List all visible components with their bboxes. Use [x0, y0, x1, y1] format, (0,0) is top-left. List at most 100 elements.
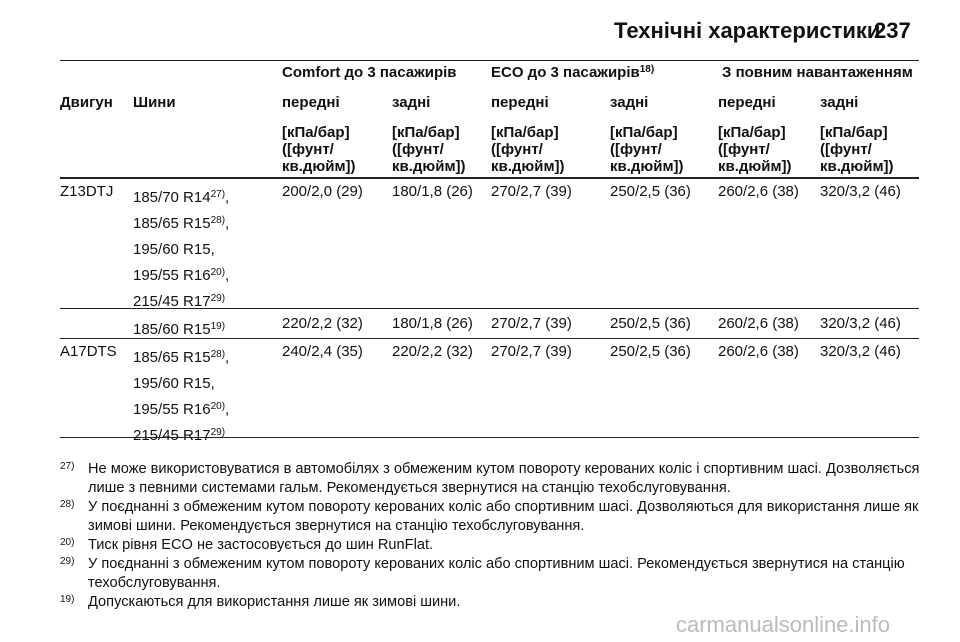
- row-rule: [60, 338, 919, 339]
- unit-label: [кПа/бар]: [491, 124, 559, 141]
- header-rule-thick: [60, 177, 919, 179]
- footnote-ref: 29): [210, 427, 226, 438]
- footnote-ref: 29): [210, 293, 226, 304]
- group-header: З повним навантаженням: [722, 64, 913, 82]
- separator: ,: [225, 189, 230, 206]
- tyre-size: 215/45 R17: [133, 427, 211, 444]
- unit-label: кв.дюйм]): [282, 158, 356, 175]
- tyre-size: 185/65 R15: [133, 215, 211, 232]
- pressure: 200/2,0 (29): [282, 183, 363, 200]
- footnote-ref: 18): [639, 64, 655, 75]
- column-header: передні: [718, 94, 776, 111]
- tyre: 195/55 R1620),: [133, 401, 229, 419]
- tyre: 185/65 R1528),: [133, 349, 229, 367]
- tyre-size: 185/65 R15: [133, 349, 211, 366]
- pressure: 250/2,5 (36): [610, 183, 691, 200]
- unit-label: [кПа/бар]: [718, 124, 786, 141]
- footnote-mark: 28): [60, 499, 75, 510]
- tyre-size: 185/60 R15: [133, 321, 211, 338]
- pressure: 250/2,5 (36): [610, 315, 691, 332]
- tyre: 185/60 R1519): [133, 321, 225, 339]
- unit-label: [кПа/бар]: [392, 124, 460, 141]
- watermark: carmanualsonline.info: [676, 612, 891, 637]
- tyre-size: 195/55 R16: [133, 267, 211, 284]
- tyre: 215/45 R1729): [133, 427, 225, 445]
- footnote: 20) Тиск рівня ECO не застосовується до ш…: [60, 536, 922, 555]
- footnote: 19) Допускаються для використання лише як…: [60, 593, 922, 612]
- pressure: 250/2,5 (36): [610, 343, 691, 360]
- separator: ,: [225, 215, 230, 232]
- unit-label: ([фунт/: [282, 141, 334, 158]
- separator: ,: [225, 267, 230, 284]
- unit-label: кв.дюйм]): [820, 158, 894, 175]
- footnote-mark: 27): [60, 461, 75, 472]
- pressure: 180/1,8 (26): [392, 183, 473, 200]
- pressure: 270/2,7 (39): [491, 343, 572, 360]
- row-rule: [60, 437, 919, 438]
- page-number: 237: [874, 18, 911, 43]
- unit-label: ([фунт/: [820, 141, 872, 158]
- pressure: 240/2,4 (35): [282, 343, 363, 360]
- unit-label: [кПа/бар]: [610, 124, 678, 141]
- column-header: задні: [392, 94, 431, 111]
- engine: A17DTS: [60, 343, 117, 360]
- footnote-mark: 29): [60, 556, 75, 567]
- column-header: Двигун: [60, 94, 113, 111]
- footnote-ref: 28): [210, 215, 226, 226]
- footnote-text: Допускаються для використання лише як зи…: [88, 594, 461, 610]
- unit-label: кв.дюйм]): [610, 158, 684, 175]
- unit-label: кв.дюйм]): [718, 158, 792, 175]
- footnote-ref: 20): [210, 401, 226, 412]
- footnote-ref: 27): [210, 189, 226, 200]
- pressure: 260/2,6 (38): [718, 315, 799, 332]
- pressure: 220/2,2 (32): [392, 343, 473, 360]
- tyre-size: 215/45 R17: [133, 293, 211, 310]
- unit-label: ([фунт/: [718, 141, 770, 158]
- page-title: Технічні характеристики: [614, 18, 881, 43]
- unit-label: ([фунт/: [610, 141, 662, 158]
- footnote: 28) У поєднанні з обмеженим кутом поворот…: [60, 498, 922, 536]
- tyre: 195/60 R15,: [133, 241, 215, 259]
- pressure: 260/2,6 (38): [718, 343, 799, 360]
- column-header: передні: [282, 94, 340, 111]
- group-header-text: З повним навантаженням: [722, 64, 913, 81]
- footnote-mark: 20): [60, 537, 75, 548]
- pressure: 270/2,7 (39): [491, 315, 572, 332]
- footnote-ref: 20): [210, 267, 226, 278]
- column-header: задні: [820, 94, 859, 111]
- tyre: 195/55 R1620),: [133, 267, 229, 285]
- pressure: 320/3,2 (46): [820, 343, 901, 360]
- group-header-text: Comfort до 3 пасажирів: [282, 64, 457, 81]
- group-header-text: ECO до 3 пасажирів: [491, 64, 640, 81]
- separator: ,: [225, 401, 230, 418]
- separator: ,: [225, 349, 230, 366]
- tyre-size: 195/60 R15,: [133, 241, 215, 258]
- footnote-text: Не може використовуватися в автомобілях …: [88, 461, 920, 496]
- footnote: 29) У поєднанні з обмеженим кутом поворот…: [60, 555, 922, 593]
- column-header: задні: [610, 94, 649, 111]
- tyre-size: 195/55 R16: [133, 401, 211, 418]
- footnote-mark: 19): [60, 594, 75, 605]
- footnote-text: Тиск рівня ECO не застосовується до шин …: [88, 537, 434, 553]
- pressure: 220/2,2 (32): [282, 315, 363, 332]
- tyre: 185/70 R1427),: [133, 189, 229, 207]
- tyre: 185/65 R1528),: [133, 215, 229, 233]
- unit-label: [кПа/бар]: [820, 124, 888, 141]
- pressure: 320/3,2 (46): [820, 315, 901, 332]
- group-header: Comfort до 3 пасажирів: [282, 64, 457, 82]
- tyre: 195/60 R15,: [133, 375, 215, 393]
- pressure: 180/1,8 (26): [392, 315, 473, 332]
- header-rule: [60, 60, 919, 61]
- unit-label: кв.дюйм]): [392, 158, 466, 175]
- footnote: 27) Не може використовуватися в автомобіл…: [60, 460, 922, 498]
- pressure: 270/2,7 (39): [491, 183, 572, 200]
- tyre-size: 195/60 R15,: [133, 375, 215, 392]
- footnote-ref: 19): [210, 321, 226, 332]
- group-header: ECO до 3 пасажирів18): [491, 64, 654, 82]
- column-header: передні: [491, 94, 549, 111]
- unit-label: ([фунт/: [392, 141, 444, 158]
- footnote-text: У поєднанні з обмеженим кутом повороту к…: [88, 556, 905, 591]
- unit-label: ([фунт/: [491, 141, 543, 158]
- tyre: 215/45 R1729): [133, 293, 225, 311]
